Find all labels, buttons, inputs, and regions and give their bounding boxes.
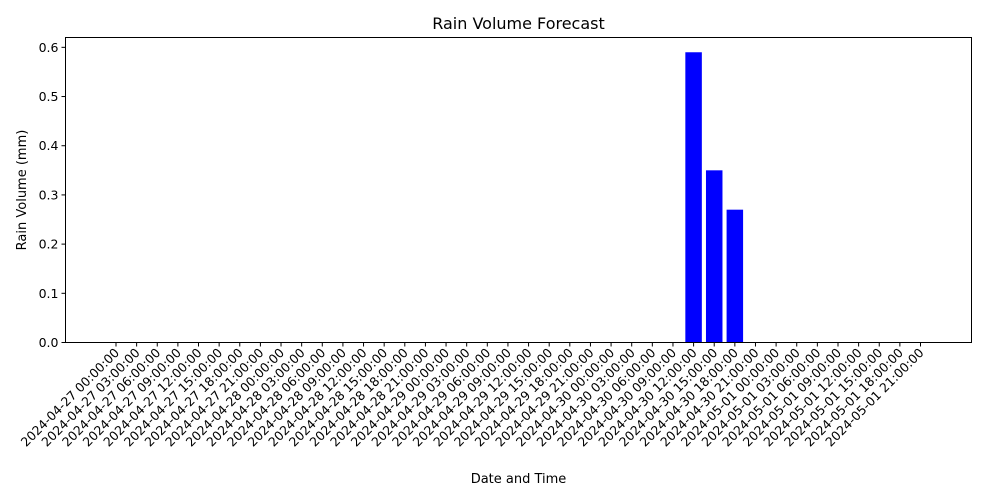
y-tick-label: 0.2 — [39, 237, 59, 252]
y-tick-label: 0.1 — [39, 286, 59, 301]
y-tick-label: 0.6 — [39, 40, 59, 55]
bar — [685, 52, 702, 343]
y-axis-label: Rain Volume (mm) — [15, 130, 30, 251]
bar — [705, 170, 723, 343]
plot-frame — [65, 37, 972, 343]
y-tick-label: 0.4 — [39, 138, 59, 153]
chart-title: Rain Volume Forecast — [432, 14, 605, 33]
y-tick-label: 0.3 — [39, 187, 59, 202]
y-tick-label: 0.5 — [39, 89, 59, 104]
bars-group — [685, 52, 744, 343]
bar — [726, 209, 744, 343]
x-axis-label: Date and Time — [471, 472, 567, 487]
y-tick-label: 0.0 — [39, 335, 59, 350]
y-axis-ticks: 0.0 0.1 0.2 0.3 0.4 0.5 0.6 — [39, 40, 66, 350]
